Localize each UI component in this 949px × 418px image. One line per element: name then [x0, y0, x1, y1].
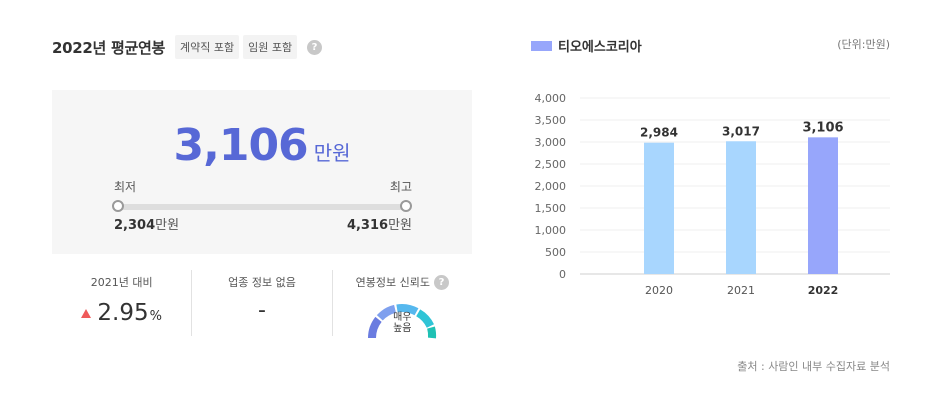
- yoy-unit: %: [149, 309, 162, 324]
- y-tick-label: 2,500: [535, 158, 567, 171]
- x-tick-label: 2020: [645, 284, 673, 297]
- industry-value: -: [258, 298, 266, 323]
- legend-swatch: [531, 40, 552, 51]
- y-tick-label: 0: [559, 268, 566, 281]
- yoy-label: 2021년 대비: [90, 276, 153, 289]
- chart-legend: 티오에스코리아: [531, 36, 642, 55]
- min-salary-unit: 만원: [155, 218, 180, 233]
- reliability-label: 연봉정보 신뢰도: [355, 276, 430, 289]
- page-title: 2022년 평균연봉: [52, 38, 165, 57]
- increase-arrow-icon: [81, 308, 92, 318]
- max-marker: [400, 200, 412, 212]
- min-salary: 2,304만원: [114, 214, 179, 233]
- industry-label: 업종 정보 없음: [228, 276, 296, 289]
- help-icon[interactable]: ?: [307, 39, 323, 55]
- bar: [726, 141, 756, 274]
- bar-value-label: 2,984: [640, 126, 678, 140]
- min-label: 최저: [114, 180, 137, 194]
- industry-stat: 업종 정보 없음 -: [191, 270, 331, 336]
- reliability-stat: 연봉정보 신뢰도 ? 매우 높음: [331, 270, 472, 339]
- bar: [808, 137, 838, 274]
- max-salary-unit: 만원: [388, 218, 412, 233]
- min-marker: [112, 200, 124, 212]
- yoy-change: 2.95 %: [52, 300, 191, 326]
- y-tick-label: 1,500: [535, 202, 567, 215]
- yoy-value: 2.95: [97, 300, 149, 326]
- tag-contract-included: 계약직 포함: [174, 35, 240, 59]
- y-tick-label: 4,000: [535, 92, 567, 105]
- reliability-help-icon[interactable]: ?: [433, 274, 449, 290]
- unit-note: (단위:만원): [837, 38, 890, 51]
- source-note: 출처 : 사람인 내부 수집자료 분석: [737, 360, 890, 373]
- y-tick-label: 3,500: [535, 114, 567, 127]
- reliability-label-wrap: 연봉정보 신뢰도 ?: [356, 274, 449, 290]
- average-salary-box: 3,106 만원 최저 최고 2,304만원 4,316만원: [52, 90, 472, 254]
- y-tick-label: 500: [545, 246, 566, 259]
- average-salary: 3,106 만원: [52, 120, 472, 171]
- max-label: 최고: [389, 180, 412, 194]
- reliability-value: 매우 높음: [362, 312, 442, 334]
- x-tick-label: 2021: [727, 284, 755, 297]
- yoy-stat: 2021년 대비 2.95 %: [52, 270, 191, 336]
- average-salary-unit: 만원: [313, 141, 351, 165]
- bar-value-label: 3,106: [802, 120, 843, 135]
- reliability-value-line1: 매우: [393, 312, 412, 323]
- reliability-value-line2: 높음: [393, 323, 412, 334]
- gauge-arc-icon: [368, 304, 437, 339]
- min-salary-value: 2,304: [114, 218, 156, 233]
- stats-row: 2021년 대비 2.95 % 업종 정보 없음 - 연봉정보 신뢰도 ? 매우…: [52, 270, 472, 339]
- salary-range-track: [118, 204, 406, 210]
- salary-bar-chart: 0 500 1,000 1,500 2,000 2,500 3,000 3,500 4,000 2…: [535, 92, 890, 297]
- bar-value-label: 3,017: [722, 124, 760, 138]
- legend-company-name: 티오에스코리아: [558, 40, 642, 55]
- y-tick-label: 2,000: [535, 180, 567, 193]
- y-tick-label: 1,000: [535, 224, 567, 237]
- y-tick-label: 3,000: [535, 136, 567, 149]
- max-salary-value: 4,316: [346, 218, 389, 233]
- max-salary: 4,316만원: [347, 214, 412, 233]
- bar: [644, 142, 674, 274]
- average-salary-value: 3,106: [173, 120, 309, 171]
- reliability-gauge: 매우 높음: [362, 294, 442, 340]
- tag-executive-included: 임원 포함: [243, 35, 298, 59]
- salary-header: 2022년 평균연봉 계약직 포함 임원 포함 ?: [52, 34, 323, 60]
- x-tick-label: 2022: [808, 284, 839, 297]
